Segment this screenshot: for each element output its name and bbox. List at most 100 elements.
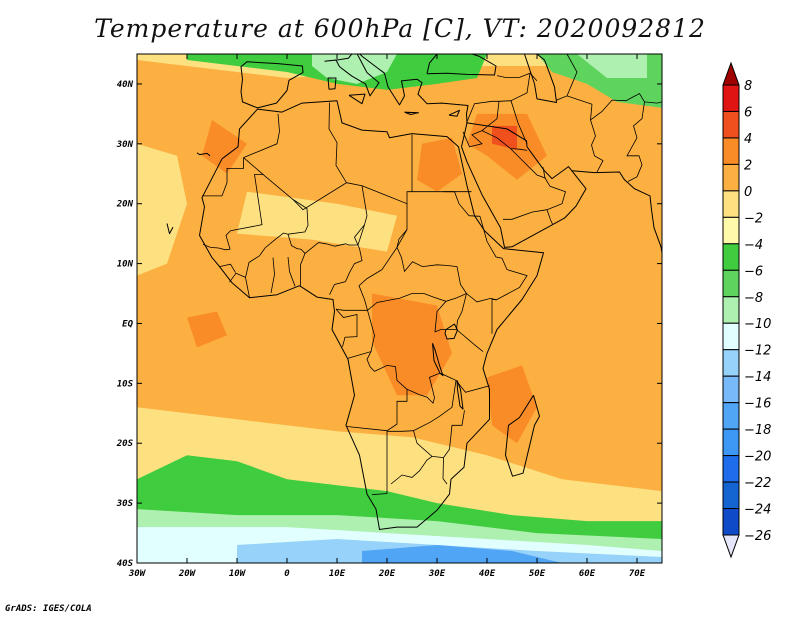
contour-region-north-east-core <box>577 54 647 78</box>
coastline-italy <box>324 54 380 97</box>
y-tick-label: 30S <box>116 499 134 509</box>
country-border-40 <box>496 72 531 102</box>
country-border-28 <box>387 380 457 432</box>
country-border-10 <box>329 185 368 295</box>
coastline-black-sea <box>426 54 497 76</box>
country-border-11 <box>287 224 365 254</box>
colorbar-label: 8 <box>744 79 752 94</box>
country-border-16 <box>229 272 246 283</box>
contour-region-gulf-guinea-warm <box>187 311 227 348</box>
y-tick-label: 40N <box>117 80 134 90</box>
country-border-22 <box>466 293 497 303</box>
colorbar-label: −18 <box>744 423 771 438</box>
country-border-30 <box>413 430 444 458</box>
colorbar-swatch <box>722 84 740 112</box>
country-border-20 <box>456 329 484 352</box>
country-border-25 <box>346 351 408 432</box>
country-border-26 <box>406 372 440 404</box>
colorbar-swatch <box>722 455 740 483</box>
contour-region-arabia-core <box>492 125 517 150</box>
country-border-15 <box>245 255 260 298</box>
country-border-9 <box>335 229 408 311</box>
x-tick-label: 60E <box>579 569 596 579</box>
colorbar-swatch <box>722 110 740 139</box>
contour-region-congo-belt <box>372 293 452 396</box>
coastline-sardinia <box>327 77 337 90</box>
country-border-1 <box>243 113 280 158</box>
coastline-arabia <box>461 122 587 248</box>
coastline-caspian <box>524 54 557 103</box>
colorbar-swatch <box>722 428 740 457</box>
country-border-2 <box>202 157 265 251</box>
x-tick-label: 20W <box>178 569 197 579</box>
country-border-47 <box>566 54 578 97</box>
colorbar-label: −16 <box>744 397 771 412</box>
country-border-8 <box>443 191 481 217</box>
coastline-cape-verde <box>166 223 174 235</box>
colorbar-swatch <box>722 508 740 536</box>
x-tick-label: 10W <box>229 569 247 579</box>
colorbar-swatch <box>722 349 740 377</box>
y-tick-label: 10S <box>117 379 134 389</box>
y-tick-label: 10N <box>117 260 134 270</box>
y-tick-label: 40S <box>117 559 134 569</box>
colorbar-label: −14 <box>744 370 771 385</box>
coastline-canary-islands <box>196 152 211 157</box>
country-border-18 <box>367 293 467 311</box>
country-border-7 <box>396 203 467 294</box>
colorbar-label: 4 <box>744 132 752 147</box>
colorbar-label: −8 <box>744 291 763 306</box>
country-border-23 <box>335 308 358 347</box>
country-border-33 <box>442 457 448 485</box>
country-border-29 <box>371 431 388 496</box>
coastline-sicily <box>348 93 366 105</box>
country-border-32 <box>443 410 465 458</box>
x-tick-label: 40E <box>479 569 496 579</box>
y-tick-label: 20N <box>116 200 134 210</box>
coastline-lake-malawi <box>456 380 464 410</box>
colorbar-swatch <box>722 375 740 404</box>
contour-region-southern-deep-blue <box>362 545 562 563</box>
coastline-lake-tanganyika <box>432 343 444 377</box>
colorbar: 8 6 4 2 0 −2 −4 −6 −8 −10 −12 −14 −16 −18 −20 −22 −24 −26 <box>722 61 771 559</box>
coastline-lake-victoria <box>444 323 458 340</box>
contour-region-egypt-warm <box>417 137 462 192</box>
x-tick-label: 30W <box>128 569 147 579</box>
country-border-13 <box>287 256 296 287</box>
colorbar-top-arrow <box>722 61 740 86</box>
colorbar-label: −26 <box>744 529 771 544</box>
colorbar-label: 2 <box>744 158 752 173</box>
country-border-4 <box>292 102 348 211</box>
x-tick-label: 20E <box>378 569 396 579</box>
colorbar-label: −12 <box>744 344 771 359</box>
country-border-19 <box>434 293 467 333</box>
coastline-crete <box>404 111 419 115</box>
country-border-5 <box>346 134 413 205</box>
country-border-24 <box>347 310 375 359</box>
colorbar-swatch <box>722 269 740 298</box>
coastline-india-west <box>571 170 662 253</box>
colorbar-label: −2 <box>744 211 763 226</box>
country-border-17 <box>219 263 236 273</box>
x-tick-label: 30E <box>428 569 446 579</box>
y-tick-label: 20S <box>116 439 134 449</box>
y-tick-label: 30N <box>116 140 134 150</box>
contour-region-sahara-warm <box>202 119 247 174</box>
contour-region-madagascar-warm <box>487 365 537 444</box>
contour-region-mediterranean-core <box>312 54 397 84</box>
country-border-3 <box>259 174 309 257</box>
colorbar-label: 0 <box>744 185 752 200</box>
country-border-12 <box>300 253 306 286</box>
x-tick-label: 70E <box>629 569 646 579</box>
colorbar-swatch <box>722 243 740 271</box>
x-tick-label: 0 <box>284 569 290 579</box>
colorbar-swatch <box>722 137 740 165</box>
country-border-43 <box>590 92 645 121</box>
colorbar-swatch <box>722 296 740 324</box>
y-axis: 40N 30N 20N 10N EQ 10S 20S 30S 40S <box>116 80 662 569</box>
credit-label: GrADS: IGES/COLA <box>5 604 92 614</box>
country-border-0 <box>202 157 244 197</box>
y-tick-label: EQ <box>122 319 133 329</box>
colorbar-swatch <box>722 481 740 510</box>
